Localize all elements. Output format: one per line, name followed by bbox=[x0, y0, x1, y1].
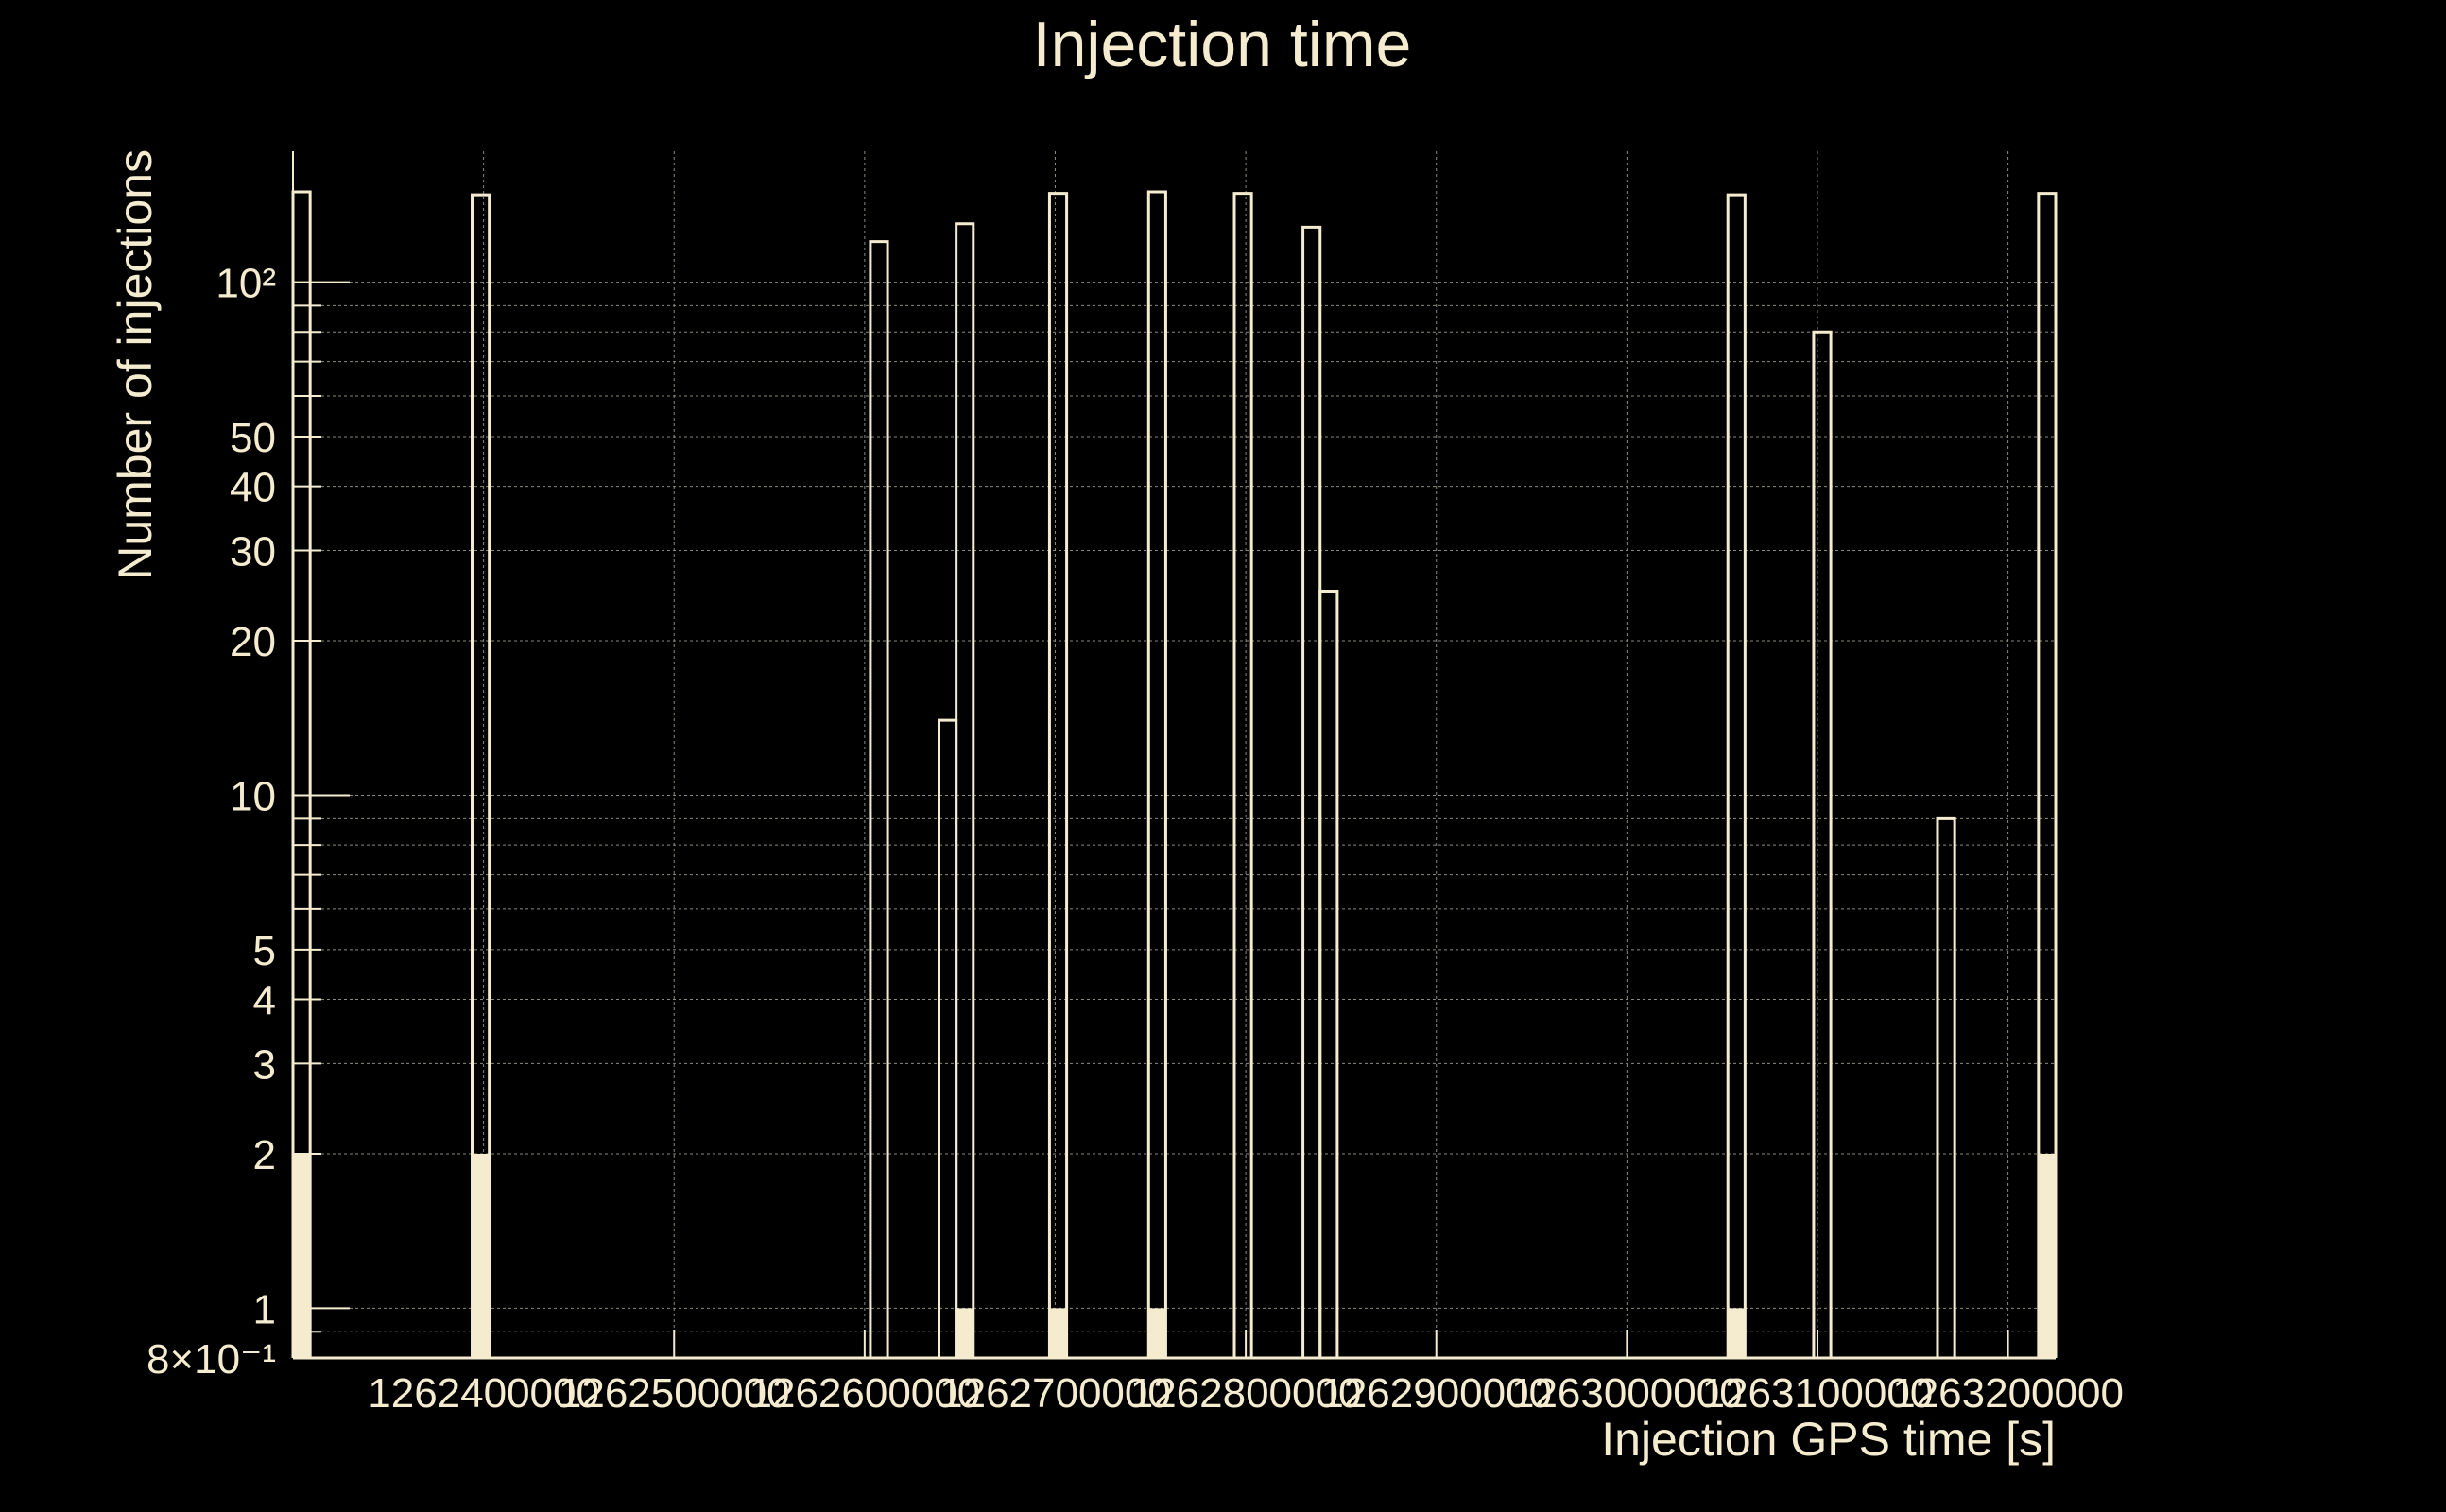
y-tick-label: 5 bbox=[253, 928, 276, 974]
filled-bar bbox=[1148, 1308, 1166, 1358]
y-tick-label: 20 bbox=[230, 619, 276, 665]
bars bbox=[291, 190, 2058, 1358]
outline-bar bbox=[2037, 192, 2058, 1358]
x-tick-label: 1262900000 bbox=[1320, 1370, 1552, 1417]
y-tick-label: 8×10⁻¹ bbox=[146, 1336, 276, 1383]
filled-bar bbox=[956, 1308, 973, 1358]
x-tick-label: 1263100000 bbox=[1702, 1370, 1934, 1417]
outline-bar bbox=[1047, 192, 1069, 1358]
y-tick-label: 4 bbox=[253, 978, 276, 1024]
filled-bar bbox=[472, 1153, 490, 1358]
outline-bar bbox=[471, 193, 491, 1358]
y-axis-label: Number of injections bbox=[109, 149, 162, 580]
x-tick-label: 1262400000 bbox=[368, 1370, 599, 1417]
y-tick-label: 10² bbox=[215, 261, 276, 307]
filled-bar bbox=[1049, 1308, 1067, 1358]
outline-bar bbox=[1146, 190, 1167, 1358]
y-tick-label: 3 bbox=[253, 1041, 276, 1088]
x-tick-label: 1263200000 bbox=[1892, 1370, 2124, 1417]
filled-bar bbox=[2038, 1153, 2056, 1358]
x-tick-label: 1262500000 bbox=[559, 1370, 790, 1417]
filled-bar bbox=[293, 1153, 311, 1358]
x-axis-label: Injection GPS time [s] bbox=[1601, 1413, 2056, 1466]
outline-bar bbox=[1936, 816, 1956, 1358]
chart-title: Injection time bbox=[1033, 9, 1412, 80]
x-tick-label: 1262600000 bbox=[749, 1370, 981, 1417]
x-tick-label: 1263000000 bbox=[1511, 1370, 1743, 1417]
outline-bar bbox=[1318, 589, 1339, 1358]
outline-bar bbox=[1726, 193, 1747, 1358]
y-tick-label: 2 bbox=[253, 1132, 276, 1178]
y-tick-label: 40 bbox=[230, 465, 276, 511]
outline-bar bbox=[955, 222, 975, 1358]
axes: 1262400000126250000012626000001262700000… bbox=[146, 151, 2124, 1417]
y-tick-label: 30 bbox=[230, 528, 276, 575]
y-tick-label: 10 bbox=[230, 773, 276, 819]
y-tick-label: 1 bbox=[253, 1286, 276, 1332]
x-tick-label: 1262700000 bbox=[939, 1370, 1171, 1417]
outline-bar bbox=[1812, 330, 1833, 1358]
grid bbox=[293, 151, 2056, 1358]
x-tick-label: 1262800000 bbox=[1130, 1370, 1362, 1417]
outline-bar bbox=[869, 240, 889, 1358]
filled-bar bbox=[1728, 1308, 1746, 1358]
outline-bar bbox=[1232, 192, 1253, 1358]
y-tick-label: 50 bbox=[230, 415, 276, 461]
